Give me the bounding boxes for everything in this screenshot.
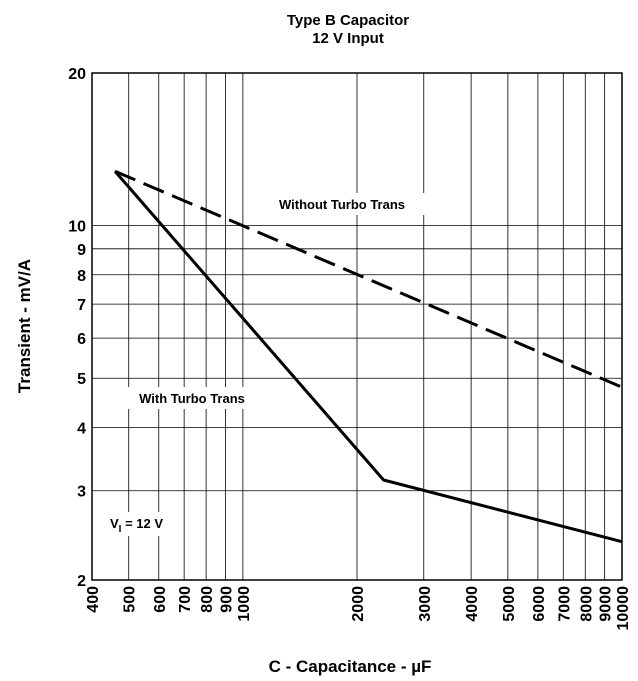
y-tick-label: 8 (77, 268, 86, 285)
x-tick-label: 400 (85, 586, 102, 613)
y-tick-label: 9 (77, 242, 86, 259)
y-tick-label: 5 (77, 371, 86, 388)
vi-annotation-sub: I (119, 524, 122, 535)
y-tick-label: 6 (77, 331, 86, 348)
series-line-with-turbo (113, 170, 623, 544)
x-tick-label: 3000 (417, 586, 434, 622)
y-tick-label: 2 (77, 573, 86, 590)
chart-subtitle: 12 V Input (312, 30, 384, 47)
y-tick-label: 4 (77, 420, 86, 437)
vi-annotation: VI = 12 V (110, 516, 163, 535)
y-tick-label: 7 (77, 297, 86, 314)
y-tick-label: 3 (77, 484, 86, 501)
x-tick-label: 7000 (556, 586, 573, 622)
label-without-turbo: Without Turbo Trans (279, 197, 405, 212)
x-axis-label: C - Capacitance - µF (269, 657, 432, 676)
x-axis-label-prefix: C - Capacitance - (269, 657, 412, 676)
plot-frame (91, 72, 623, 581)
x-tick-labels: 400 500 600 700 800 900 1000 2000 3000 4000 5000 60… (85, 586, 632, 631)
x-tick-label: 6000 (531, 586, 548, 622)
vi-annotation-bg (104, 512, 182, 536)
x-tick-label: 500 (122, 586, 139, 613)
y-tick-label: 20 (68, 66, 86, 83)
x-axis-label-unit: µF (411, 657, 431, 676)
x-tick-label: 4000 (464, 586, 481, 622)
y-axis-label: Transient - mV/A (15, 259, 34, 393)
x-tick-label: 10000 (615, 586, 632, 631)
x-tick-label: 700 (177, 586, 194, 613)
x-tick-label: 5000 (501, 586, 518, 622)
label-with-turbo-bg (120, 387, 266, 409)
x-tick-label: 8000 (578, 586, 595, 622)
x-tick-label: 2000 (350, 586, 367, 622)
x-tick-label: 1000 (236, 586, 253, 622)
series-layer (113, 169, 623, 544)
vi-annotation-main: V (110, 516, 119, 531)
x-tick-label: 900 (219, 586, 236, 613)
grid (91, 72, 623, 581)
x-tick-label: 9000 (598, 586, 615, 622)
x-tick-label: 800 (199, 586, 216, 613)
y-tick-labels: 2 3 4 5 6 7 8 9 10 20 (68, 66, 86, 590)
x-tick-label: 600 (152, 586, 169, 613)
y-tick-label: 10 (68, 219, 86, 236)
label-without-turbo-bg (258, 193, 426, 215)
label-with-turbo: With Turbo Trans (139, 391, 245, 406)
vi-annotation-rest: = 12 V (121, 516, 163, 531)
chart-title: Type B Capacitor (287, 12, 409, 29)
